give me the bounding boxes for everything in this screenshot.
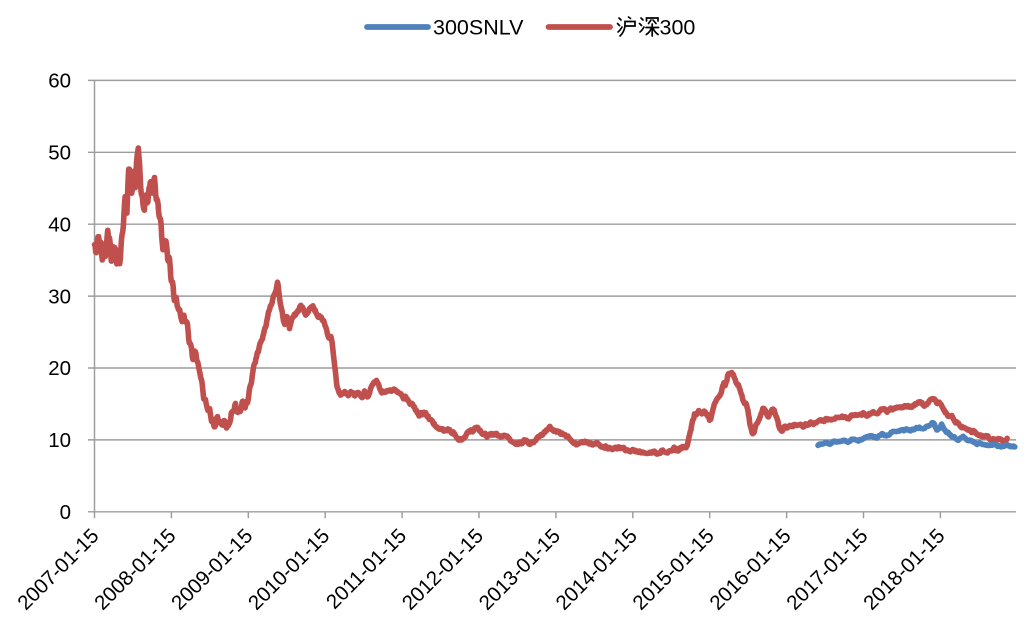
svg-text:20: 20 xyxy=(48,357,71,380)
svg-text:300SNLV: 300SNLV xyxy=(433,16,524,40)
svg-text:0: 0 xyxy=(60,501,71,524)
svg-text:30: 30 xyxy=(48,285,71,308)
svg-text:50: 50 xyxy=(48,142,71,165)
svg-text:40: 40 xyxy=(48,213,71,236)
svg-text:60: 60 xyxy=(48,70,71,93)
svg-text:300: 300 xyxy=(660,16,696,40)
svg-text:10: 10 xyxy=(48,429,71,452)
